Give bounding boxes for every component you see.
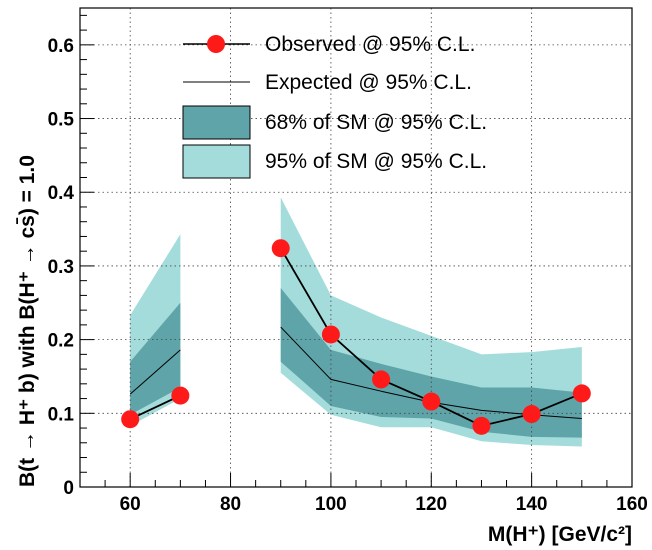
observed-point (372, 370, 391, 389)
markers-layer (121, 239, 591, 435)
observed-point (472, 416, 491, 435)
y-tick-label: 0.1 (48, 404, 75, 425)
x-tick-label: 120 (415, 494, 447, 515)
x-tick-label: 140 (516, 494, 548, 515)
band-68-seg0 (130, 302, 181, 415)
y-tick-label: 0.6 (48, 36, 74, 57)
x-tick-label: 160 (616, 494, 648, 515)
y-axis-title: B(t → H⁺ b) with B(H⁺ → cs̄) = 1.0 (16, 155, 39, 487)
y-tick-label: 0.3 (48, 257, 74, 278)
expected-line-seg0 (129, 349, 181, 395)
observed-line-seg0 (129, 394, 181, 421)
y-tick-label: 0 (63, 478, 74, 499)
x-tick-label: 80 (220, 494, 241, 515)
legend-expected-label: Expected @ 95% C.L. (265, 71, 472, 94)
legend-observed-marker (207, 35, 225, 53)
legend-68-box (182, 105, 251, 140)
observed-point (522, 405, 541, 424)
y-tick-label: 0.2 (48, 331, 74, 352)
observed-point (321, 325, 340, 344)
legend: Observed @ 95% C.L. Expected @ 95% C.L. … (182, 33, 487, 179)
legend-observed-label: Observed @ 95% C.L. (265, 33, 475, 56)
y-tick-label: 0.5 (48, 110, 75, 131)
observed-point (121, 410, 140, 429)
y-tick-label: 0.4 (48, 183, 75, 204)
x-axis-title: M(H⁺) [GeV/c²] (488, 523, 632, 546)
legend-68-label: 68% of SM @ 95% C.L. (265, 111, 487, 134)
tick-labels-layer: 60 80 100 120 140 160 0 0.1 0.2 0.3 0.4 0.5 0.6 (48, 36, 648, 515)
observed-point (572, 384, 591, 403)
bands-layer (130, 197, 582, 447)
x-tick-label: 60 (120, 494, 141, 515)
band-68-seg1 (280, 288, 582, 438)
observed-point (271, 239, 290, 258)
observed-point (422, 392, 441, 411)
legend-95-label: 95% of SM @ 95% C.L. (265, 150, 487, 173)
observed-point (171, 386, 190, 405)
x-tick-label: 100 (315, 494, 347, 515)
legend-95-box (182, 144, 251, 179)
ticks-layer (79, 14, 633, 488)
